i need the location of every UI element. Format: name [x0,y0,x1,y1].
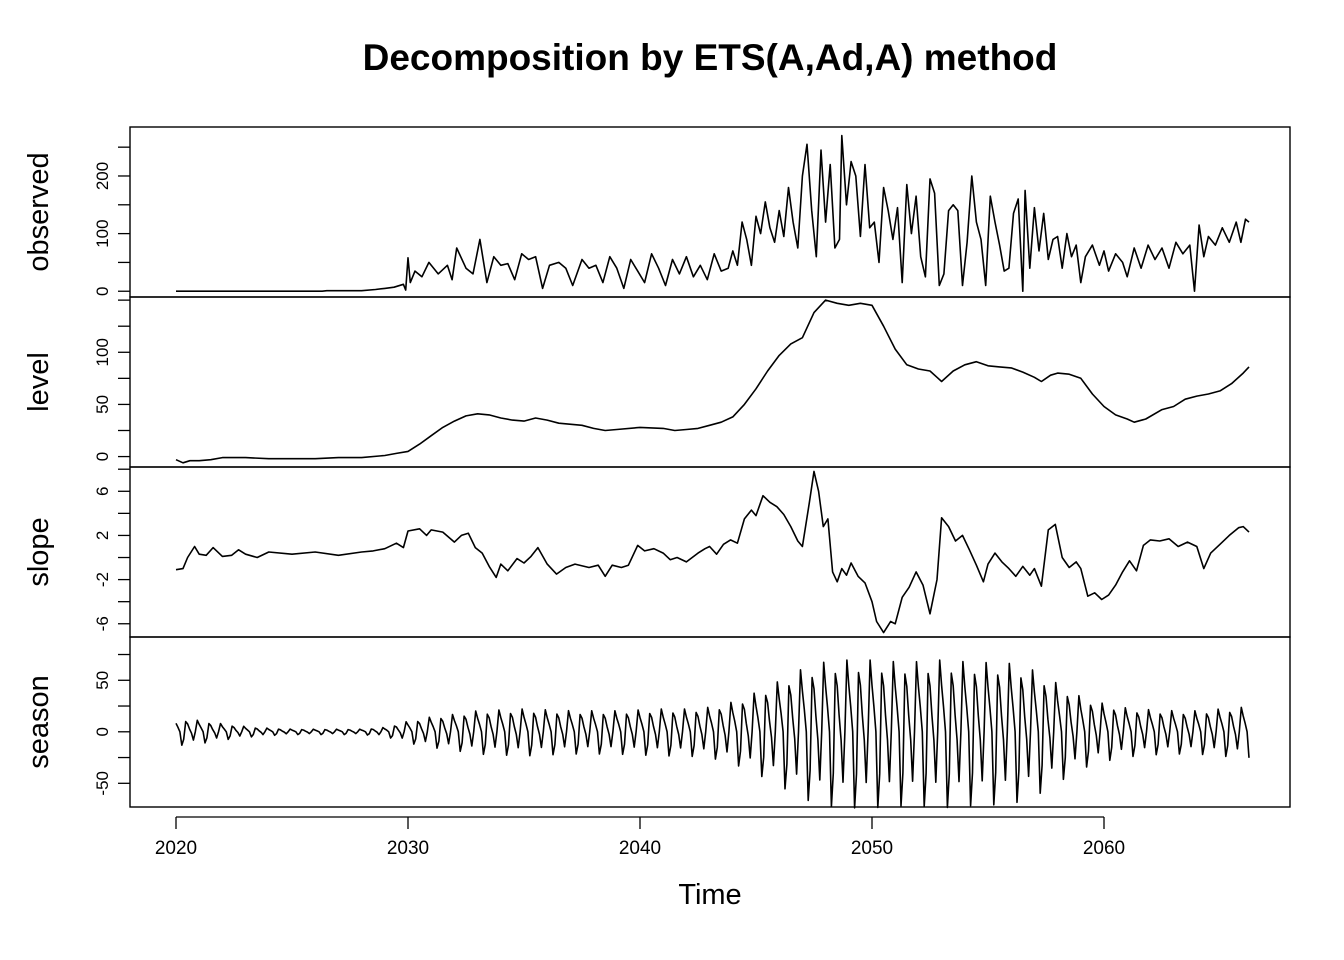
x-tick-label: 2020 [155,838,197,859]
season-y-tick-label: 0 [93,727,112,736]
level-y-tick-label: 0 [93,452,112,461]
panels: 0 100 200 observed 0 50 100 level -6 -2 2 6 slope -50… [23,126,1291,809]
x-tick-label: 2040 [619,838,661,859]
season-panel-label: season [23,675,55,769]
slope-y-tick-label: -6 [93,616,112,631]
season-y-tick-label: 50 [93,671,112,690]
slope-panel-label: slope [23,517,55,586]
panel-slope: -6 -2 2 6 slope [23,466,1291,638]
observed-panel-label: observed [23,152,55,271]
observed-y-tick-label: 0 [93,287,112,296]
slope-series-line [175,470,1250,634]
x-tick-label: 2050 [851,838,893,859]
x-axis-label: Time [678,879,741,911]
x-tick-label: 2030 [387,838,429,859]
slope-y-tick-label: -2 [93,572,112,587]
chart-title: Decomposition by ETS(A,Ad,A) method [363,37,1058,78]
panel-season: -50 0 50 season [23,636,1291,809]
season-series-line [175,659,1250,809]
panel-observed: 0 100 200 observed [23,126,1291,298]
slope-panel-frame [129,466,1291,638]
x-tick-label: 2060 [1083,838,1125,859]
level-panel-frame [129,296,1291,468]
level-y-tick-label: 100 [93,338,112,366]
slope-y-tick-label: 2 [93,531,112,540]
observed-y-tick-label: 100 [93,219,112,247]
level-y-tick-label: 50 [93,395,112,414]
panel-level: 0 50 100 level [23,296,1291,468]
level-panel-label: level [23,352,55,412]
level-series-line [175,299,1250,464]
season-y-tick-label: -50 [93,771,112,796]
x-axis: 2020 2030 2040 2050 2060 [155,816,1125,859]
season-panel-frame [129,636,1291,808]
observed-y-tick-label: 200 [93,162,112,190]
slope-y-tick-label: 6 [93,487,112,496]
observed-series-line [176,134,1250,292]
